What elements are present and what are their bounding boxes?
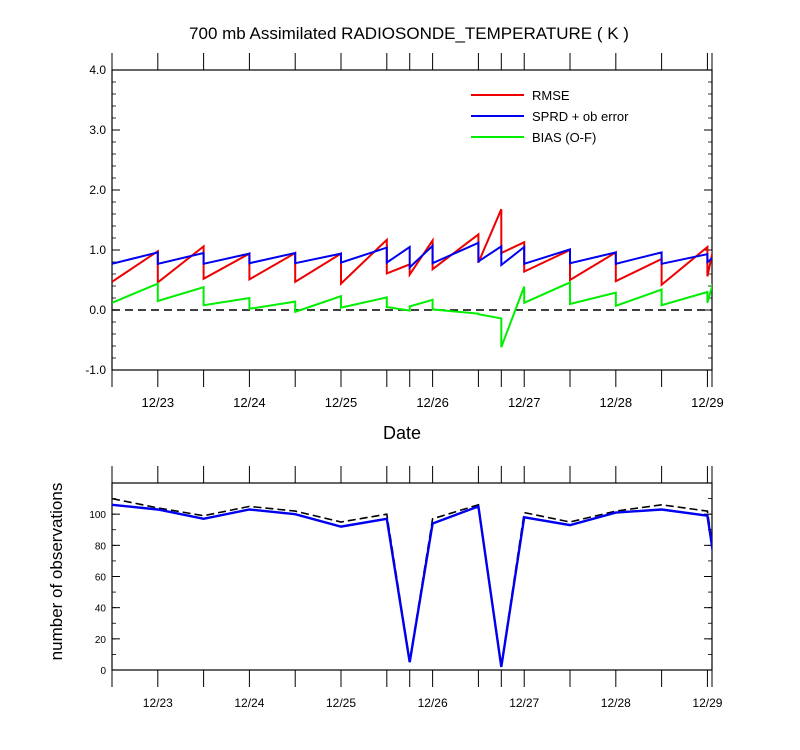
y-tick-label: -1.0 xyxy=(85,363,106,377)
series-group xyxy=(112,497,712,668)
series-line-sprd-ob-error xyxy=(112,241,712,270)
series-line-bias-o-f xyxy=(112,280,712,348)
series-line-rmse xyxy=(112,208,712,287)
x-tick-label: 12/27 xyxy=(509,696,539,710)
x-tick-label: 12/25 xyxy=(326,696,356,710)
y-tick-label: 2.0 xyxy=(89,183,106,197)
y-tick-label: 80 xyxy=(95,541,107,552)
x-tick-label: 12/25 xyxy=(325,395,358,410)
top-panel: -1.0 0.0 1.0 2.0 3.0 4.0 12/23 12/24 12/25 12/26 1… xyxy=(85,53,724,443)
x-tick-label: 12/23 xyxy=(142,395,175,410)
x-tick-label: 12/28 xyxy=(601,696,631,710)
x-tick-label: 12/29 xyxy=(692,696,722,710)
plot-frame xyxy=(111,69,713,371)
x-tick-label: 12/24 xyxy=(233,395,266,410)
series-group xyxy=(112,208,712,348)
legend-label: BIAS (O-F) xyxy=(532,130,596,145)
legend-label: SPRD + ob error xyxy=(532,109,629,124)
y-tick-label: 1.0 xyxy=(89,243,106,257)
y-tick-label: 100 xyxy=(89,510,106,521)
x-tick-label: 12/24 xyxy=(234,696,264,710)
x-tick-label: 12/26 xyxy=(416,395,449,410)
x-tick-label: 12/23 xyxy=(143,696,173,710)
x-tick-label: 12/26 xyxy=(418,696,448,710)
legend: RMSE SPRD + ob error BIAS (O-F) xyxy=(471,88,629,145)
y-tick-label: 40 xyxy=(95,604,107,615)
legend-label: RMSE xyxy=(532,88,570,103)
y-tick-label: 0 xyxy=(100,666,106,677)
y-tick-label: 20 xyxy=(95,635,107,646)
series-line-total-observations xyxy=(112,497,712,666)
bottom-panel: 0 20 40 60 80 100 12/23 12/24 12/25 12/26 12/27 12/… xyxy=(47,466,723,710)
x-tick-label: 12/28 xyxy=(600,395,633,410)
chart-title: 700 mb Assimilated RADIOSONDE_TEMPERATUR… xyxy=(189,24,629,43)
x-tick-label: 12/27 xyxy=(508,395,541,410)
x-tick-label: 12/29 xyxy=(691,395,724,410)
y-tick-label: 4.0 xyxy=(89,63,106,77)
y-axis-title: number of observations xyxy=(47,483,66,661)
y-tick-label: 60 xyxy=(95,573,107,584)
series-line-used-observations xyxy=(112,503,712,668)
y-tick-label: 3.0 xyxy=(89,123,106,137)
y-tick-label: 0.0 xyxy=(89,303,106,317)
x-axis-title: Date xyxy=(383,423,421,443)
